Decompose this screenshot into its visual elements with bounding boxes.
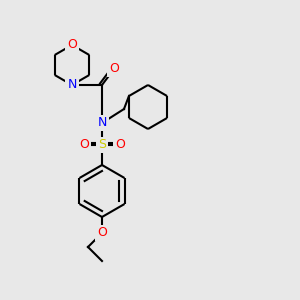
Text: O: O xyxy=(79,139,89,152)
Text: O: O xyxy=(115,139,125,152)
Text: N: N xyxy=(97,116,107,130)
Text: S: S xyxy=(98,139,106,152)
Text: O: O xyxy=(109,62,119,76)
Text: O: O xyxy=(97,226,107,239)
Text: N: N xyxy=(67,79,77,92)
Text: O: O xyxy=(67,38,77,52)
